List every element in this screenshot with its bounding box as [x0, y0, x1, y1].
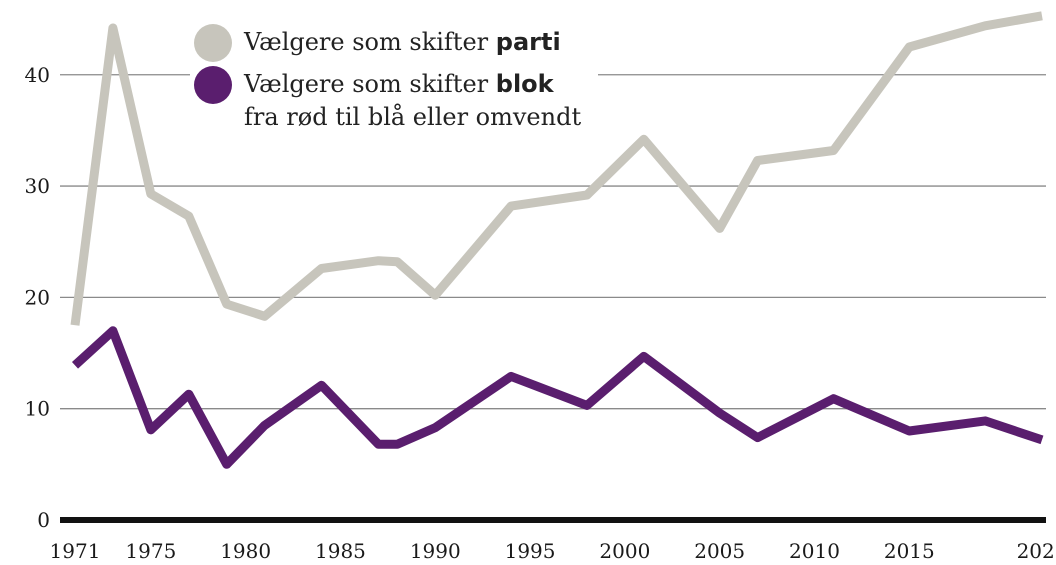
x-axis-ticks: 1971 1975 1980 1985 1990 1995 2000 2005 2010 2015…	[50, 539, 1056, 563]
x-tick-label: 1975	[125, 539, 176, 563]
legend-swatch-blok	[194, 66, 232, 104]
y-tick-label: 20	[25, 285, 50, 309]
x-tick-label: 2022	[1017, 539, 1056, 563]
x-tick-label: 1995	[505, 539, 556, 563]
x-tick-label: 1990	[410, 539, 461, 563]
x-tick-label: 1980	[220, 539, 271, 563]
series-line-blok	[71, 326, 1044, 469]
y-tick-label: 10	[25, 397, 50, 421]
x-tick-label: 2015	[884, 539, 935, 563]
legend-item-parti: Vælgere som skifter parti	[194, 24, 584, 62]
series-lines	[70, 11, 1044, 469]
x-tick-label: 1971	[50, 539, 101, 563]
series-line-parti	[70, 11, 1043, 326]
y-axis-ticks: 0 10 20 30 40	[25, 63, 50, 532]
y-tick-label: 40	[25, 63, 50, 87]
y-tick-label: 0	[37, 508, 50, 532]
x-tick-label: 2005	[694, 539, 745, 563]
legend-item-blok: Vælgere som skifter blok fra rød til blå…	[194, 66, 584, 134]
x-tick-label: 1985	[315, 539, 366, 563]
legend-label-blok: Vælgere som skifter blok fra rød til blå…	[244, 70, 582, 131]
x-tick-label: 2010	[789, 539, 840, 563]
legend-label-parti: Vælgere som skifter parti	[244, 28, 561, 56]
legend: Vælgere som skifter parti Vælgere som sk…	[190, 22, 598, 146]
y-tick-label: 30	[25, 174, 50, 198]
x-tick-label: 2000	[599, 539, 650, 563]
legend-swatch-parti	[194, 24, 232, 62]
